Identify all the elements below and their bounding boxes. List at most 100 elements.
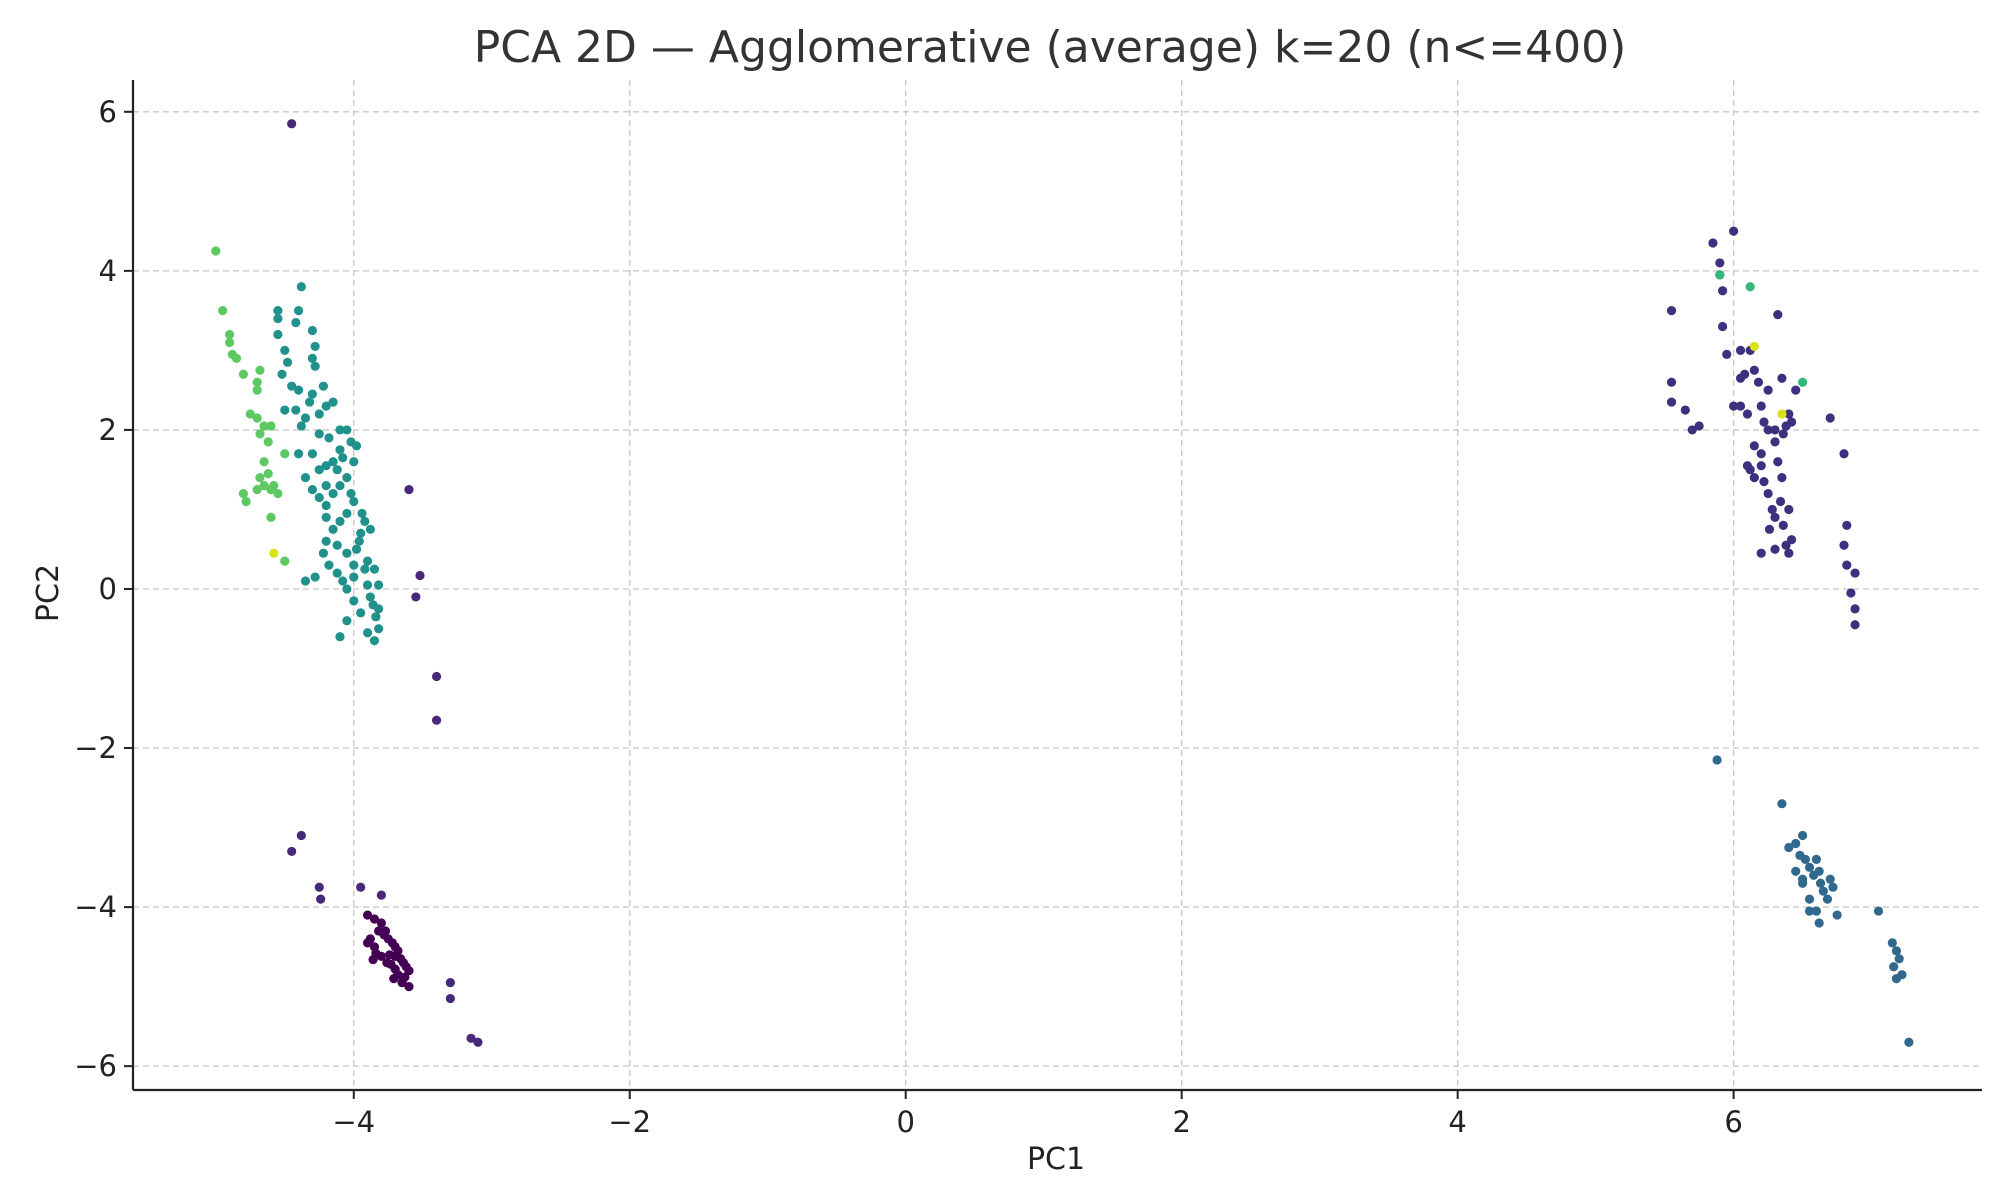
scatter-point: [252, 413, 262, 423]
scatter-point: [263, 469, 273, 479]
scatter-point: [305, 397, 315, 407]
scatter-point: [1822, 894, 1833, 904]
scatter-point: [241, 496, 251, 507]
scatter-point: [386, 959, 396, 969]
scatter-point: [342, 508, 352, 519]
scatter-point: [273, 313, 283, 324]
scatter-point: [1784, 409, 1794, 419]
scatter-point: [287, 846, 297, 857]
scatter-point: [342, 616, 352, 626]
cluster-series: [211, 246, 290, 566]
scatter-point: [332, 540, 342, 550]
scatter-point: [1784, 842, 1794, 853]
scatter-point: [1846, 588, 1856, 598]
scatter-point: [1778, 429, 1788, 439]
scatter-point: [1715, 258, 1725, 268]
scatter-point: [349, 496, 359, 507]
scatter-point: [255, 365, 265, 375]
scatter-point: [255, 473, 265, 483]
scatter-point: [1887, 938, 1897, 948]
scatter-point: [291, 405, 301, 415]
scatter-point: [1832, 910, 1842, 920]
scatter-point: [342, 425, 352, 435]
scatter-point: [238, 369, 248, 379]
scatter-point: [415, 570, 425, 581]
scatter-point: [369, 564, 380, 574]
scatter-point: [1784, 504, 1794, 515]
x-axis-label: PC1: [1027, 1142, 1085, 1177]
scatter-point: [376, 918, 386, 928]
scatter-point: [1745, 282, 1755, 292]
scatter-point: [1749, 473, 1759, 483]
scatter-point: [349, 560, 359, 570]
scatter-point: [1715, 270, 1725, 280]
scatter-point: [1742, 409, 1753, 419]
scatter-point: [291, 317, 301, 328]
scatter-point: [1770, 437, 1780, 447]
scatter-point: [338, 576, 348, 586]
scatter-point: [397, 978, 407, 988]
scatter-point: [1839, 540, 1849, 550]
scatter-point: [1712, 755, 1722, 765]
scatter-point: [376, 890, 386, 900]
scatter-point: [1770, 512, 1780, 523]
scatter-point: [351, 544, 362, 554]
scatter-point: [328, 488, 338, 499]
scatter-point: [314, 465, 324, 475]
scatter-point: [1894, 954, 1904, 964]
scatter-point: [310, 341, 320, 352]
scatter-point: [316, 894, 326, 904]
cluster-series: [362, 910, 414, 992]
scatter-point: [360, 564, 370, 574]
scatter-point: [1850, 568, 1860, 578]
scatter-point: [314, 429, 324, 439]
scatter-point: [1717, 286, 1728, 296]
scatter-point: [266, 512, 276, 523]
scatter-point: [293, 449, 304, 459]
scatter-point: [1763, 425, 1773, 435]
scatter-point: [1749, 341, 1759, 352]
scatter-point: [1687, 425, 1697, 435]
y-tick-label: −2: [74, 731, 117, 765]
scatter-point: [1791, 866, 1801, 876]
scatter-point: [1825, 874, 1835, 884]
scatter-point: [390, 951, 400, 961]
scatter-point: [1694, 421, 1704, 431]
scatter-point: [255, 429, 265, 439]
scatter-point: [369, 636, 380, 646]
x-tick-label: 6: [1724, 1105, 1742, 1139]
scatter-point: [356, 882, 366, 892]
scatter-point: [1778, 520, 1788, 530]
y-tick-label: −4: [74, 890, 117, 924]
axes: [131, 80, 1982, 1092]
scatter-point: [342, 584, 352, 594]
scatter-point: [1777, 473, 1787, 483]
scatter-point: [282, 357, 293, 367]
x-tick-label: 2: [1172, 1105, 1190, 1139]
scatter-point: [1804, 906, 1815, 916]
y-tick-label: 0: [99, 572, 117, 606]
scatter-point: [1786, 535, 1797, 545]
scatter-point: [1804, 862, 1815, 872]
scatter-point: [1825, 413, 1835, 423]
scatter-point: [1842, 560, 1852, 570]
cluster-series: [1666, 226, 1860, 630]
scatter-point: [300, 576, 311, 586]
scatter-point: [252, 385, 262, 395]
scatter-point: [371, 612, 381, 622]
scatter-point: [332, 568, 342, 578]
scatter-point: [362, 910, 373, 920]
scatter-point: [1798, 830, 1808, 841]
scatter-point: [1759, 417, 1769, 427]
scatter-point: [351, 441, 362, 451]
scatter-point: [357, 508, 367, 519]
scatter-point: [328, 457, 338, 467]
scatter-point: [273, 329, 283, 340]
scatter-point: [349, 596, 359, 606]
scatter-point: [1722, 349, 1732, 359]
scatter-point: [307, 449, 317, 459]
scatter-point: [296, 282, 306, 292]
grid: [133, 80, 1982, 1090]
scatter-point: [293, 385, 304, 395]
x-tick-label: 0: [896, 1105, 914, 1139]
